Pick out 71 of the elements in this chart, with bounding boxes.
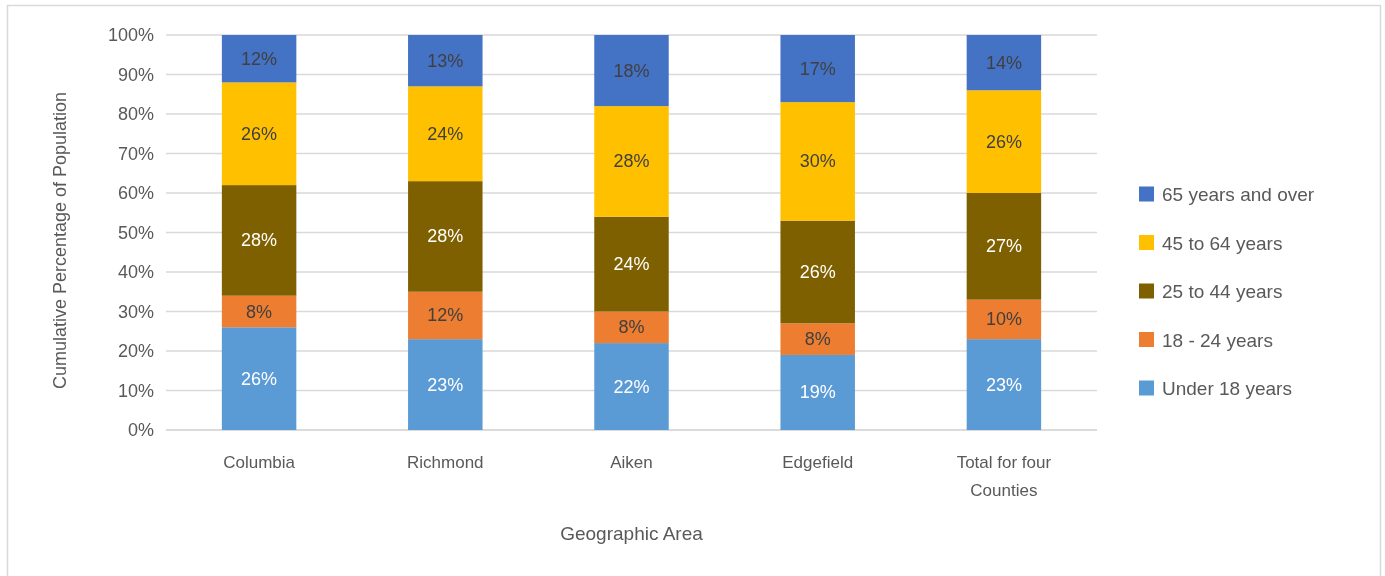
data-label: 28% [613,151,650,172]
data-label: 30% [799,151,836,172]
data-label: 13% [427,50,464,71]
bar [408,181,483,292]
data-label: 12% [427,305,464,326]
bar [408,339,483,430]
bar [966,193,1042,300]
data-label: 26% [799,262,836,282]
data-label: 26% [241,123,278,144]
data-label: 8% [804,329,831,350]
y-tick-label: 30% [117,301,154,322]
bar [408,86,483,182]
y-tick-label: 70% [117,143,154,164]
bar [780,102,855,221]
data-label: 8% [618,317,645,338]
legend-label: 45 to 64 years [1162,232,1283,253]
y-tick-label: 50% [117,222,154,243]
data-label: 12% [241,48,278,69]
bar [408,35,483,87]
data-label: 22% [613,376,650,397]
bar [221,185,297,296]
bar [594,343,669,430]
bar [966,339,1042,430]
bar [780,354,855,430]
bar [221,327,297,430]
bar [221,35,297,83]
data-label: 19% [799,382,836,403]
data-label: 8% [246,301,273,322]
y-tick-label: 20% [117,341,154,361]
data-label: 28% [241,230,278,251]
y-tick-label: 80% [117,104,154,124]
legend-label: 65 years and over [1162,183,1315,205]
x-tick-label: Edgefield [782,452,854,472]
bar [594,35,669,107]
data-label: 14% [985,52,1022,73]
y-tick-label: 40% [117,262,154,282]
data-label: 24% [427,123,464,144]
legend-label: Under 18 years [1162,377,1292,399]
bar [594,311,669,344]
data-label: 23% [427,374,464,395]
data-label: 27% [985,236,1022,257]
bar [594,216,669,312]
legend-label: 18 - 24 years [1162,329,1273,350]
data-label: 26% [985,131,1022,152]
data-label: 23% [985,374,1022,395]
x-tick-label: Total for four Counties [956,452,1052,500]
data-label: 10% [985,309,1022,330]
bar [221,82,297,186]
data-label: 18% [613,60,650,81]
x-tick-label: Columbia [223,452,296,472]
legend-label: 25 to 44 years [1162,280,1283,302]
bar [780,220,855,324]
y-tick-label: 90% [117,64,154,85]
data-label: 28% [427,226,464,247]
bar [594,106,669,217]
data-label: 17% [799,58,836,79]
bar [780,323,855,355]
x-tick-label: Richmond [407,452,484,472]
y-tick-label: 100% [107,25,154,45]
bar [966,90,1042,193]
x-axis-title: Geographic Area [560,522,704,544]
bar [408,291,483,340]
x-tick-label: Aiken [610,452,653,472]
y-tick-label: 10% [117,380,154,401]
y-tick-label: 0% [127,420,154,440]
bar [966,35,1042,91]
data-label: 24% [613,254,650,275]
data-label: 26% [241,368,278,389]
y-axis-title: Cumulative Percentage of Population [50,91,70,390]
y-tick-label: 60% [117,183,154,203]
bar [780,35,855,103]
